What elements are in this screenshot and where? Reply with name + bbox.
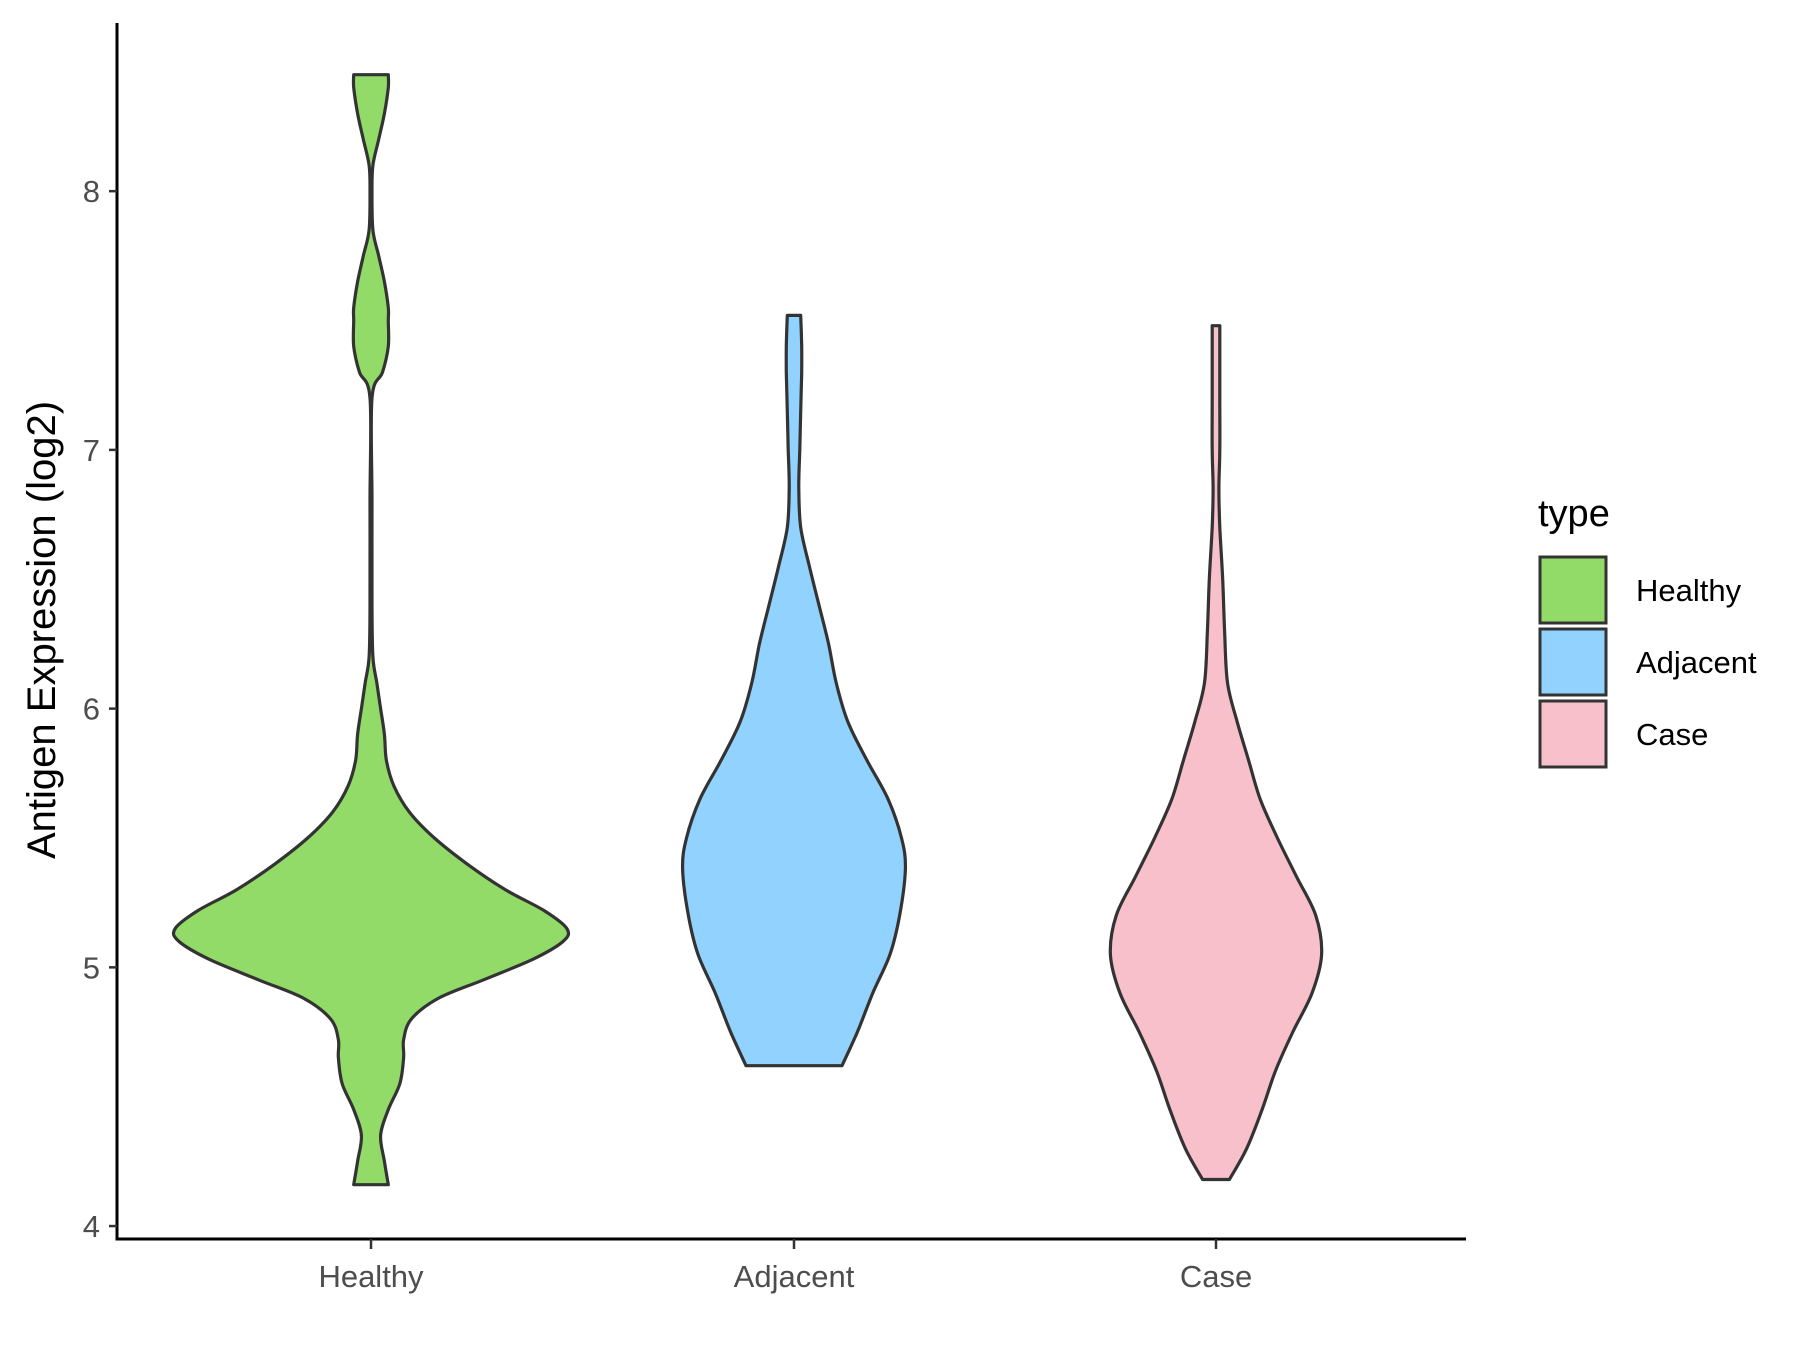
violin-adjacent — [680, 313, 908, 1068]
legend: type Healthy Adjacent Case — [1538, 493, 1757, 769]
legend-label-adjacent: Adjacent — [1636, 645, 1757, 680]
violin-layer — [171, 73, 1324, 1187]
legend-title: type — [1538, 493, 1610, 535]
x-ticks: Healthy Adjacent Case — [318, 1239, 1252, 1294]
legend-key-healthy — [1538, 555, 1608, 625]
y-axis-title: Antigen Expression (log2) — [20, 401, 64, 859]
x-tick-label: Adjacent — [734, 1259, 855, 1294]
legend-label-case: Case — [1636, 717, 1708, 752]
y-tick-label: 6 — [83, 692, 100, 727]
legend-key-case — [1538, 699, 1608, 769]
legend-label-healthy: Healthy — [1636, 573, 1742, 608]
violin-case — [1108, 324, 1324, 1182]
legend-key-adjacent — [1538, 627, 1608, 697]
y-ticks: 4 5 6 7 8 — [83, 174, 117, 1244]
y-tick-label: 7 — [83, 433, 100, 468]
x-tick-label: Healthy — [318, 1259, 424, 1294]
violin-healthy — [171, 73, 571, 1187]
y-tick-label: 5 — [83, 950, 100, 985]
y-tick-label: 4 — [83, 1209, 100, 1244]
y-tick-label: 8 — [83, 174, 100, 209]
x-tick-label: Case — [1180, 1259, 1252, 1294]
axes — [115, 23, 1466, 1241]
